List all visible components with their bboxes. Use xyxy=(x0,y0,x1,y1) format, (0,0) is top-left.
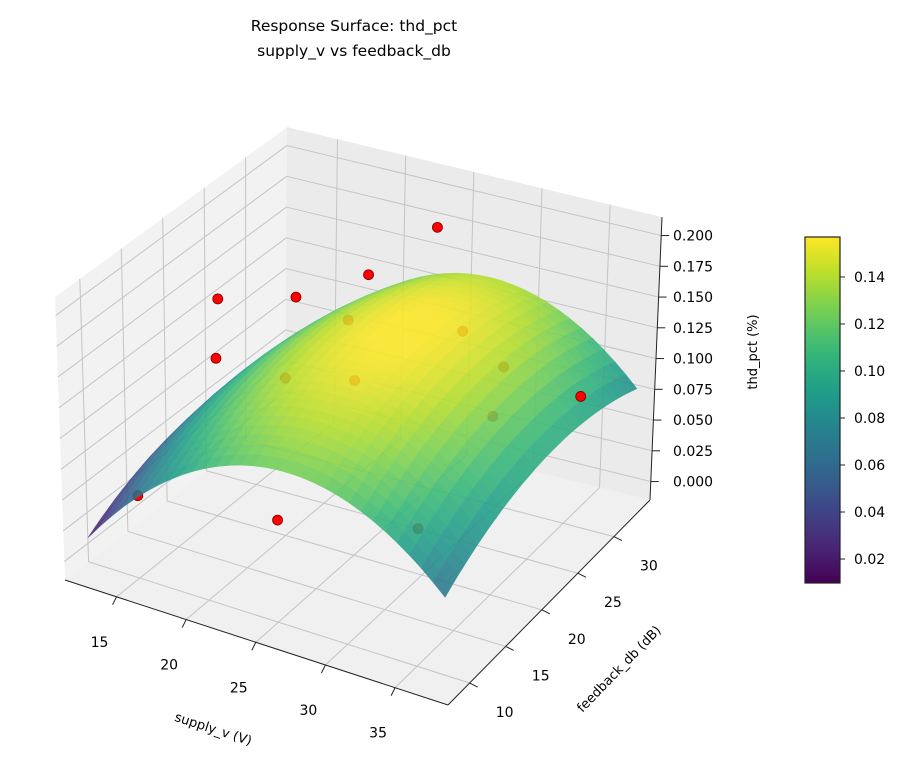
data-point xyxy=(291,292,301,302)
y-tick-label: 15 xyxy=(532,668,550,684)
data-point xyxy=(364,270,374,280)
data-point xyxy=(432,222,442,232)
colorbar-tick-label: 0.12 xyxy=(854,317,885,333)
x-tick-label: 20 xyxy=(160,658,178,674)
colorbar-ticks: 0.02 0.04 0.06 0.08 0.10 0.12 0.14 xyxy=(840,270,885,568)
x-tick-label: 25 xyxy=(230,680,248,696)
colorbar-tick-label: 0.10 xyxy=(854,364,885,380)
z-tick-label: 0.025 xyxy=(673,444,713,460)
data-point xyxy=(213,294,223,304)
x-tick-mark xyxy=(321,665,325,673)
z-tick-label: 0.000 xyxy=(673,475,713,491)
y-tick-mark xyxy=(614,537,622,541)
y-tick-mark xyxy=(506,646,514,650)
colorbar-tick-label: 0.06 xyxy=(854,458,885,474)
x-tick-mark xyxy=(252,642,256,650)
y-tick-label: 30 xyxy=(640,559,658,575)
chart-title-line1: Response Surface: thd_pct xyxy=(251,17,458,36)
x-tick-mark xyxy=(391,688,395,696)
x-tick-mark xyxy=(182,620,186,628)
data-point xyxy=(576,391,586,401)
z-tick-label: 0.150 xyxy=(673,290,713,306)
colorbar-tick-label: 0.02 xyxy=(854,552,885,568)
z-tick-label: 0.200 xyxy=(673,229,713,245)
y-tick-mark xyxy=(542,610,550,614)
colorbar-tick-label: 0.04 xyxy=(854,505,885,521)
x-axis-label: supply_v (V) xyxy=(173,710,254,749)
z-tick-label: 0.125 xyxy=(673,321,713,337)
z-tick-label: 0.050 xyxy=(673,413,713,429)
x-tick-label: 15 xyxy=(91,635,109,651)
chart-title-line2: supply_v vs feedback_db xyxy=(257,42,451,61)
y-tick-label: 20 xyxy=(568,632,586,648)
data-point xyxy=(211,353,221,363)
z-axis-label: thd_pct (%) xyxy=(746,314,761,389)
colorbar xyxy=(805,237,840,583)
y-tick-mark xyxy=(470,683,478,687)
y-tick-label: 25 xyxy=(604,595,622,611)
x-tick-mark xyxy=(113,597,117,605)
y-axis-label: feedback_db (dB) xyxy=(574,623,664,716)
y-tick-label: 10 xyxy=(496,705,514,721)
y-tick-mark xyxy=(578,573,586,577)
x-tick-label: 35 xyxy=(369,726,387,742)
x-tick-label: 30 xyxy=(300,703,318,719)
z-tick-label: 0.075 xyxy=(673,382,713,398)
colorbar-tick-label: 0.14 xyxy=(854,270,885,286)
z-tick-label: 0.100 xyxy=(673,352,713,368)
data-point xyxy=(273,515,283,525)
colorbar-tick-label: 0.08 xyxy=(854,411,885,427)
z-tick-label: 0.175 xyxy=(673,259,713,275)
